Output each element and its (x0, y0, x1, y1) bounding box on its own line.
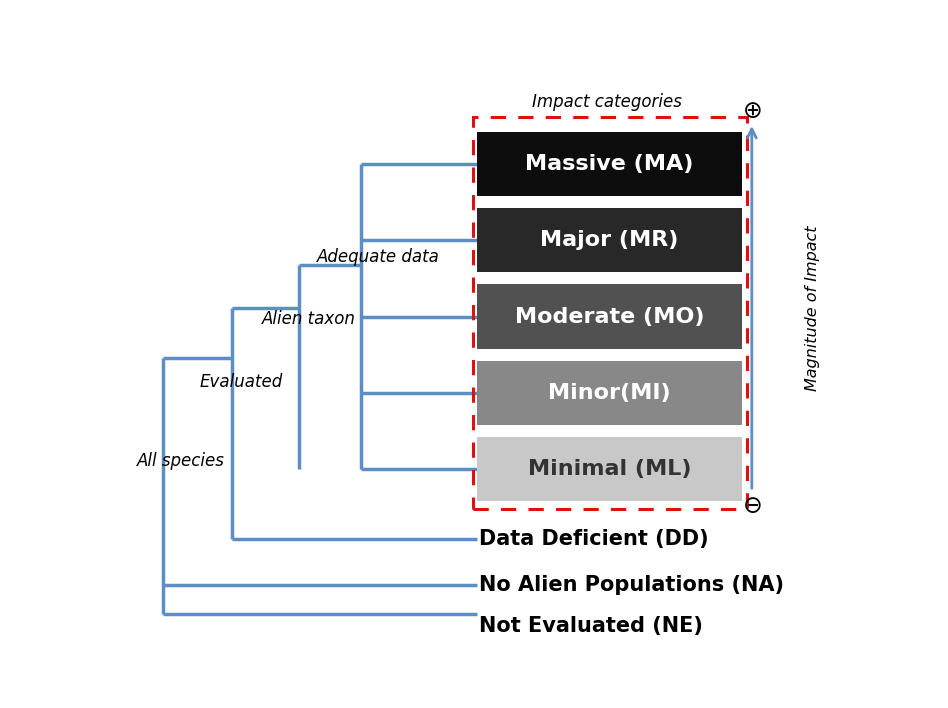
Text: Not Evaluated (NE): Not Evaluated (NE) (479, 616, 702, 636)
Text: Moderate (MO): Moderate (MO) (515, 307, 704, 326)
Text: Data Deficient (DD): Data Deficient (DD) (479, 529, 708, 549)
Text: ⊕: ⊕ (742, 99, 762, 123)
Text: Minor(MI): Minor(MI) (548, 383, 670, 403)
Bar (477, 437, 741, 501)
Bar (477, 361, 741, 425)
Bar (477, 132, 741, 196)
Text: No Alien Populations (NA): No Alien Populations (NA) (479, 576, 783, 595)
Text: Major (MR): Major (MR) (540, 230, 679, 251)
Bar (477, 208, 741, 273)
Text: Alien taxon: Alien taxon (262, 310, 356, 329)
Text: Evaluated: Evaluated (199, 373, 283, 391)
Text: ⊖: ⊖ (742, 493, 762, 518)
Text: Impact categories: Impact categories (532, 93, 682, 111)
Bar (477, 285, 741, 349)
Text: Minimal (ML): Minimal (ML) (527, 459, 691, 479)
Text: Massive (MA): Massive (MA) (525, 154, 694, 174)
Text: Magnitude of Impact: Magnitude of Impact (805, 226, 820, 392)
Bar (473, 117, 747, 509)
Text: Adequate data: Adequate data (317, 248, 440, 266)
Text: All species: All species (137, 452, 225, 470)
